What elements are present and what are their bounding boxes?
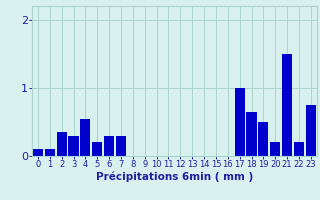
Bar bbox=[235, 88, 245, 156]
Bar bbox=[270, 142, 280, 156]
Bar bbox=[80, 118, 91, 156]
Bar bbox=[282, 54, 292, 156]
Bar bbox=[68, 136, 79, 156]
Bar bbox=[92, 142, 102, 156]
X-axis label: Précipitations 6min ( mm ): Précipitations 6min ( mm ) bbox=[96, 172, 253, 182]
Bar bbox=[246, 112, 257, 156]
Bar bbox=[104, 136, 114, 156]
Bar bbox=[45, 149, 55, 156]
Bar bbox=[57, 132, 67, 156]
Bar bbox=[258, 122, 268, 156]
Bar bbox=[116, 136, 126, 156]
Bar bbox=[306, 105, 316, 156]
Bar bbox=[33, 149, 43, 156]
Bar bbox=[294, 142, 304, 156]
